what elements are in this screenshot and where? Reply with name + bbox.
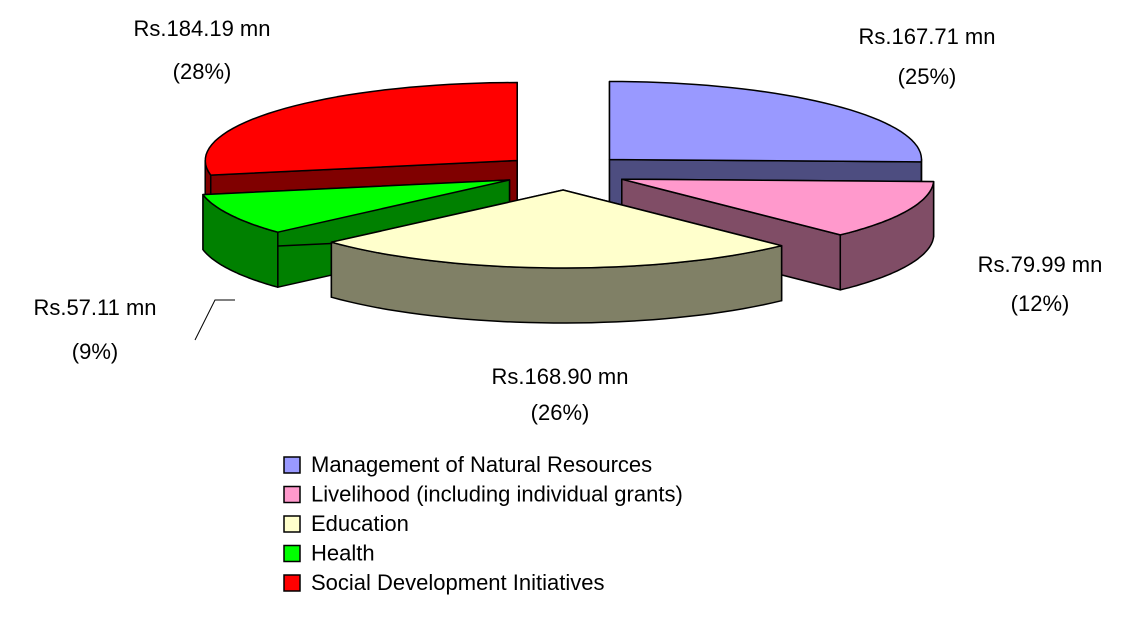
pie	[202, 80, 935, 324]
value-label: Rs.79.99 mn	[978, 252, 1103, 277]
value-label: Rs.184.19 mn	[134, 16, 271, 41]
value-label: Rs.167.71 mn	[859, 24, 996, 49]
legend: Management of Natural Resources Livelihoo…	[283, 452, 683, 595]
legend-label: Education	[311, 511, 409, 536]
slice	[608, 80, 923, 163]
legend-label: Management of Natural Resources	[311, 452, 652, 477]
legend-swatch	[283, 515, 301, 533]
percentage-label: (9%)	[72, 339, 118, 364]
legend-swatch	[283, 456, 301, 474]
legend-label: Health	[311, 540, 375, 565]
data-labels: Rs.167.71 mn (25%) Rs.79.99 mn (12%) Rs.168.…	[33, 16, 1102, 425]
legend-swatch	[283, 574, 301, 592]
percentage-label: (25%)	[898, 64, 957, 89]
legend-label: Social Development Initiatives	[311, 570, 604, 595]
legend-swatch	[283, 544, 301, 563]
percentage-label: (28%)	[173, 59, 232, 84]
percentage-label: (26%)	[531, 400, 590, 425]
leader-line	[194, 299, 235, 341]
value-label: Rs.57.11 mn	[33, 295, 156, 320]
slice	[330, 189, 783, 269]
slice	[202, 179, 511, 233]
legend-swatch	[283, 485, 301, 504]
slice	[621, 178, 935, 236]
slice	[204, 81, 518, 176]
legend-label: Livelihood (including individual grants)	[311, 481, 683, 506]
percentage-label: (12%)	[1011, 291, 1070, 316]
value-label: Rs.168.90 mn	[492, 364, 629, 389]
